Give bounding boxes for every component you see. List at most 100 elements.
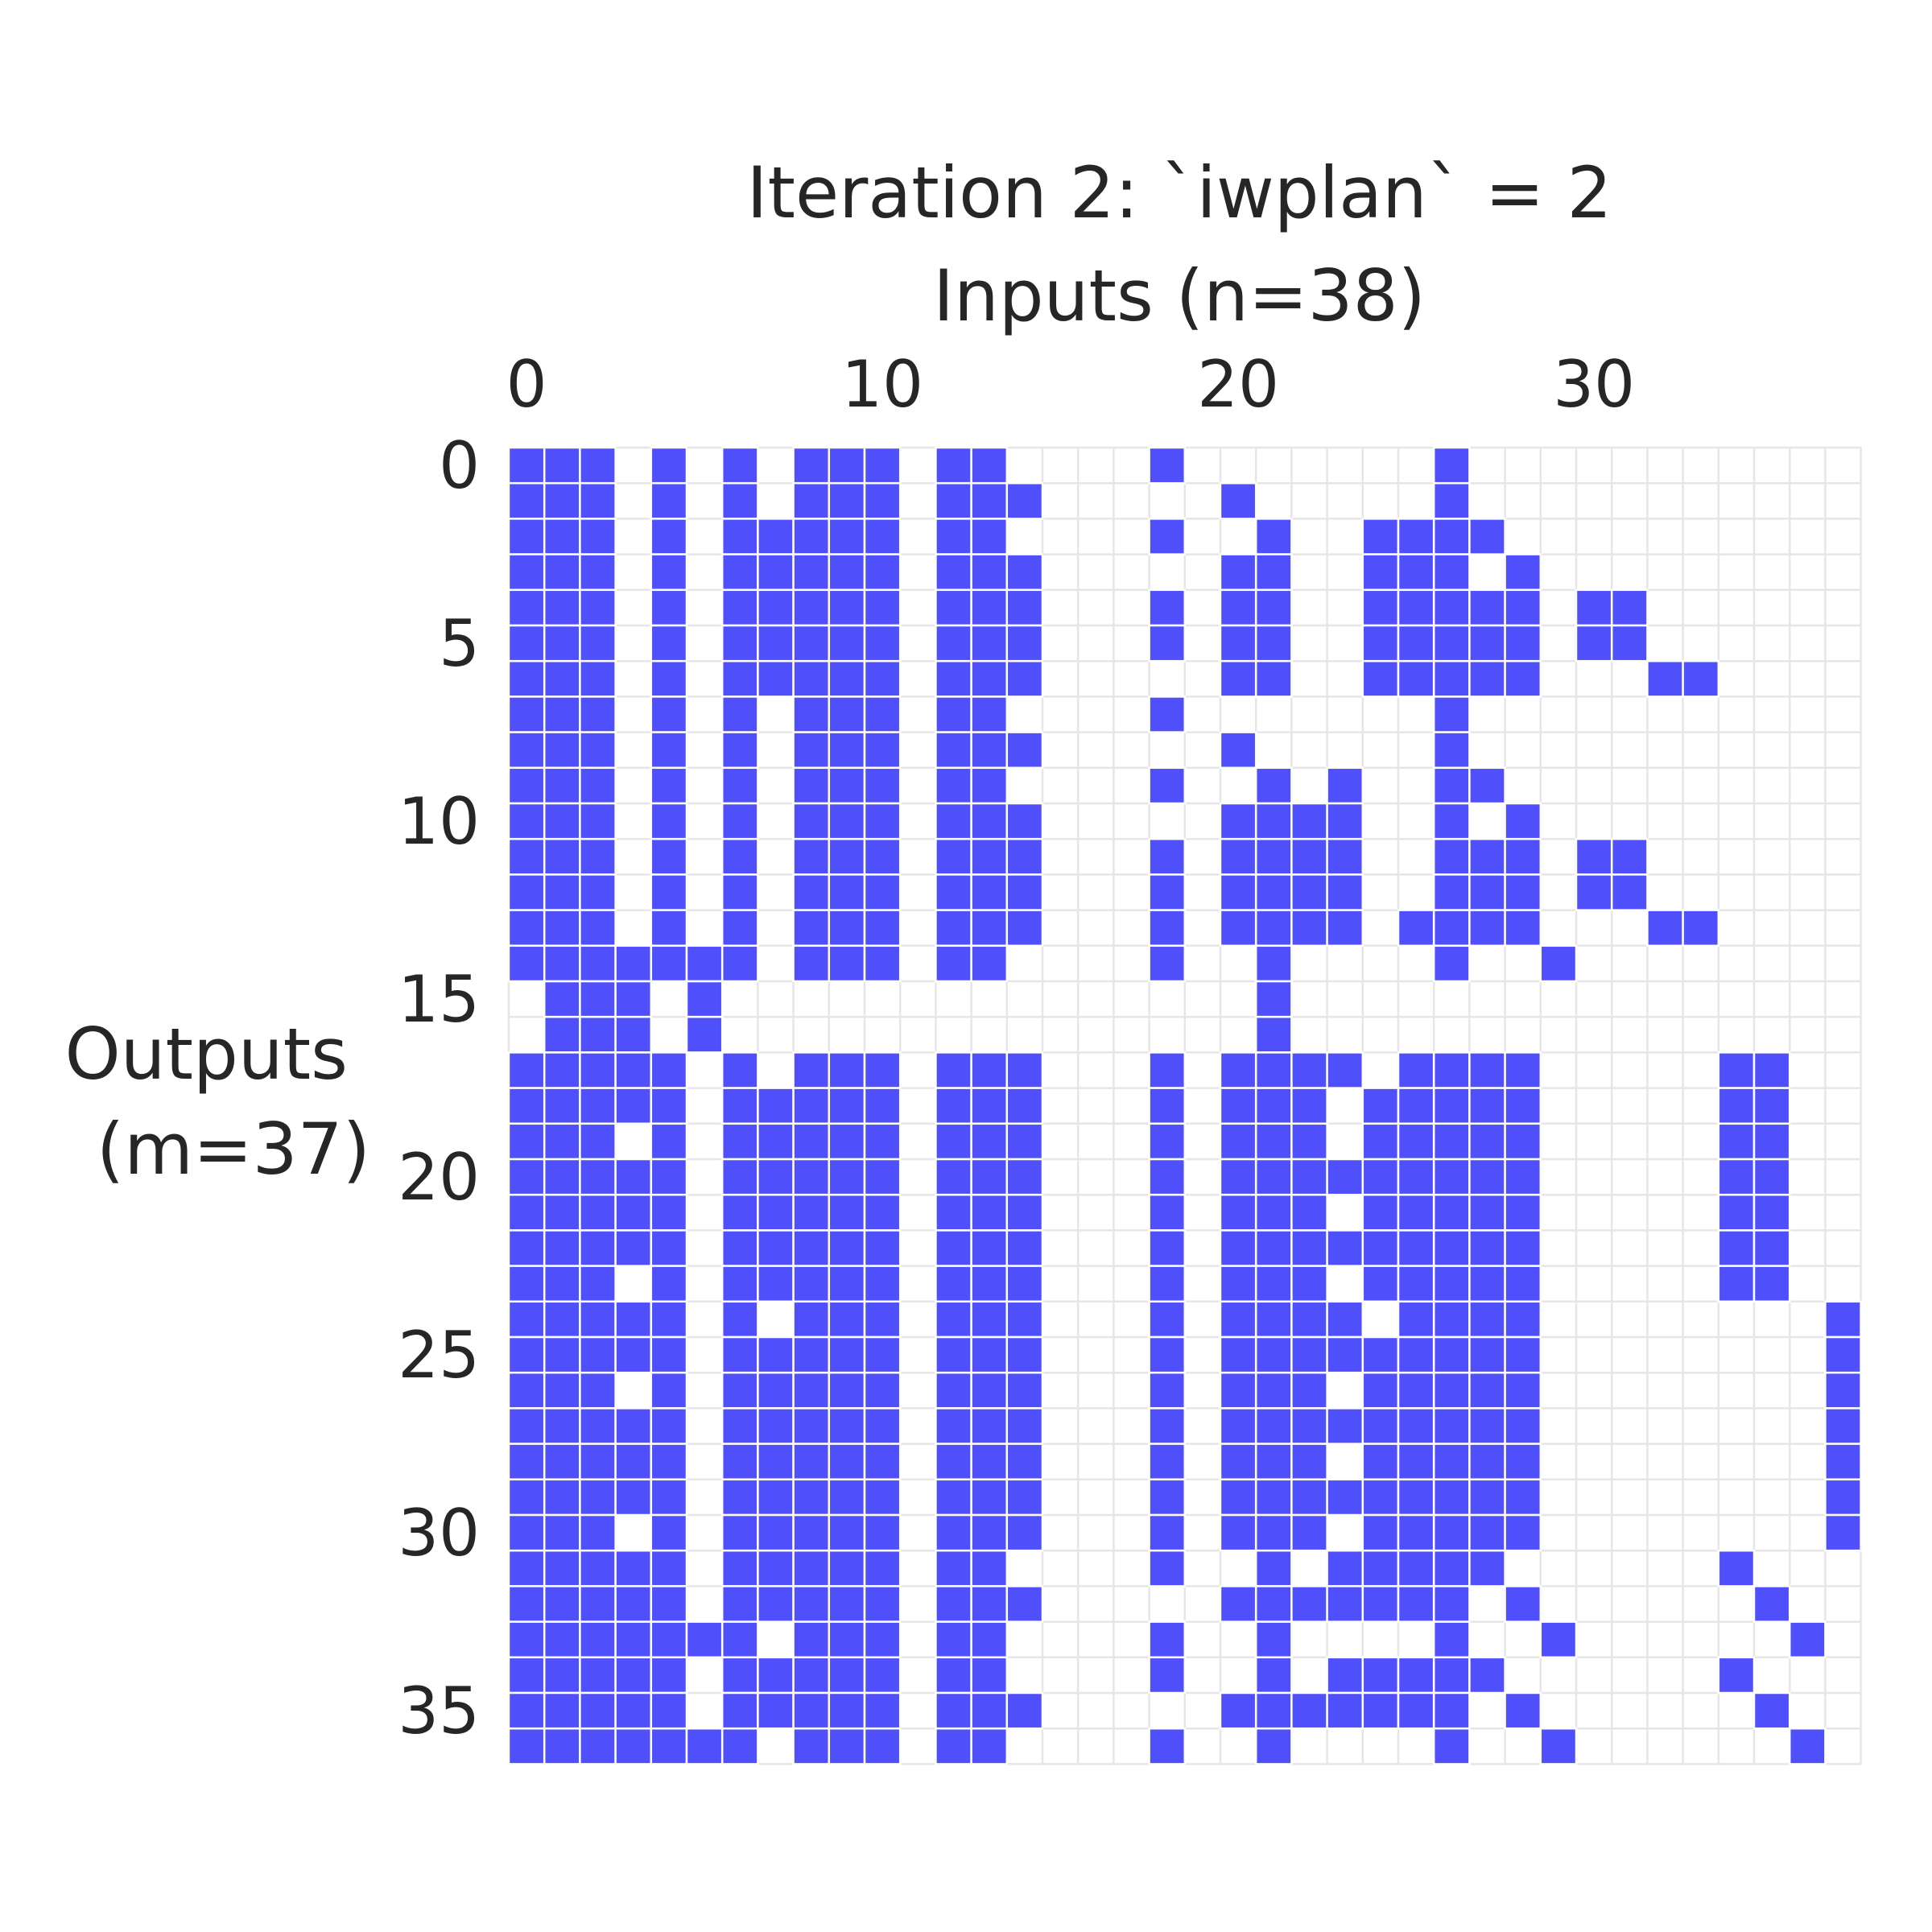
nonzero-cell-r13-c2: [579, 909, 617, 947]
nonzero-cell-r17-c6: [720, 1051, 759, 1089]
nonzero-cell-r23-c2: [579, 1265, 617, 1303]
nonzero-cell-r15-c1: [543, 980, 581, 1018]
nonzero-cell-r8-c1: [543, 731, 581, 770]
nonzero-cell-r20-c21: [1254, 1158, 1293, 1196]
nonzero-cell-r30-c24: [1361, 1513, 1400, 1552]
nonzero-cell-r13-c4: [650, 909, 688, 947]
nonzero-cell-r22-c3: [614, 1229, 653, 1267]
nonzero-cell-r11-c18: [1148, 837, 1187, 876]
nonzero-cell-r2-c12: [935, 518, 972, 555]
nonzero-cell-r11-c31: [1610, 837, 1649, 876]
nonzero-cell-r2-c21: [1254, 518, 1293, 555]
nonzero-cell-r19-c26: [1432, 1122, 1471, 1161]
nonzero-cell-r10-c13: [970, 802, 1009, 840]
nonzero-cell-r9-c2: [579, 766, 617, 805]
nonzero-cell-r18-c6: [720, 1087, 759, 1125]
nonzero-cell-r35-c2: [579, 1691, 617, 1730]
nonzero-cell-r34-c26: [1432, 1656, 1471, 1695]
nonzero-cell-r22-c4: [650, 1229, 688, 1267]
nonzero-cell-r12-c0: [507, 873, 546, 911]
nonzero-cell-r15-c2: [579, 980, 617, 1018]
nonzero-cell-r23-c0: [507, 1265, 546, 1303]
nonzero-cell-r4-c0: [507, 588, 546, 627]
nonzero-cell-r22-c35: [1752, 1229, 1791, 1267]
nonzero-cell-r31-c1: [543, 1549, 581, 1587]
nonzero-cell-r16-c5: [685, 1015, 724, 1054]
nonzero-cell-r31-c21: [1254, 1549, 1293, 1587]
nonzero-cell-r5-c27: [1468, 624, 1506, 663]
nonzero-cell-r35-c20: [1219, 1691, 1257, 1730]
nonzero-cell-r24-c37: [1824, 1300, 1862, 1339]
nonzero-cell-r4-c20: [1219, 588, 1257, 627]
nonzero-cell-r4-c27: [1468, 588, 1506, 627]
nonzero-cell-r32-c21: [1254, 1585, 1293, 1623]
nonzero-cell-r7-c2: [579, 696, 617, 733]
nonzero-cell-r0-c8: [792, 446, 831, 485]
nonzero-cell-r7-c9: [828, 696, 866, 733]
nonzero-cell-r7-c13: [970, 696, 1009, 733]
nonzero-cell-r12-c31: [1610, 873, 1649, 911]
nonzero-cell-r33-c3: [614, 1620, 653, 1659]
nonzero-cell-r25-c8: [792, 1335, 831, 1374]
nonzero-cell-r6-c1: [543, 659, 581, 698]
nonzero-cell-r11-c21: [1254, 837, 1293, 876]
nonzero-cell-r19-c9: [828, 1122, 866, 1161]
nonzero-cell-r12-c13: [970, 873, 1009, 911]
nonzero-cell-r34-c18: [1148, 1656, 1187, 1695]
nonzero-cell-r12-c14: [1005, 873, 1044, 911]
nonzero-cell-r25-c0: [507, 1335, 546, 1374]
nonzero-cell-r9-c8: [792, 766, 831, 805]
nonzero-cell-r35-c26: [1432, 1691, 1471, 1730]
nonzero-cell-r12-c28: [1504, 873, 1542, 911]
nonzero-cell-r5-c25: [1397, 624, 1435, 663]
nonzero-cell-r21-c2: [579, 1193, 617, 1232]
nonzero-cell-r25-c22: [1290, 1335, 1328, 1374]
nonzero-cell-r4-c25: [1397, 588, 1435, 627]
nonzero-cell-r27-c14: [1005, 1407, 1044, 1445]
nonzero-cell-r14-c9: [828, 944, 866, 983]
nonzero-cell-r25-c2: [579, 1335, 617, 1374]
nonzero-cell-r5-c12: [935, 624, 972, 663]
nonzero-cell-r35-c23: [1326, 1691, 1364, 1730]
nonzero-cell-r9-c23: [1326, 766, 1364, 805]
nonzero-cell-r32-c25: [1397, 1585, 1435, 1623]
nonzero-cell-r5-c14: [1005, 624, 1044, 663]
nonzero-cell-r17-c35: [1752, 1051, 1791, 1089]
nonzero-cell-r30-c26: [1432, 1513, 1471, 1552]
nonzero-cell-r26-c20: [1219, 1371, 1257, 1410]
nonzero-cell-r26-c37: [1824, 1371, 1862, 1410]
nonzero-cell-r20-c34: [1717, 1158, 1756, 1196]
nonzero-cell-r27-c10: [863, 1407, 902, 1445]
nonzero-cell-r17-c26: [1432, 1051, 1471, 1089]
nonzero-cell-r11-c14: [1005, 837, 1044, 876]
nonzero-cell-r22-c1: [543, 1229, 581, 1267]
nonzero-cell-r5-c8: [792, 624, 831, 663]
nonzero-cell-r17-c28: [1504, 1051, 1542, 1089]
nonzero-cell-r22-c20: [1219, 1229, 1257, 1267]
nonzero-cell-r6-c26: [1432, 659, 1471, 698]
nonzero-cell-r25-c13: [970, 1335, 1009, 1374]
nonzero-cell-r6-c21: [1254, 659, 1293, 698]
nonzero-cell-r18-c28: [1504, 1087, 1542, 1125]
nonzero-cell-r9-c26: [1432, 766, 1471, 805]
nonzero-cell-r16-c21: [1254, 1015, 1293, 1054]
nonzero-cell-r0-c10: [863, 446, 902, 485]
nonzero-cell-r34-c8: [792, 1656, 831, 1695]
nonzero-cell-r17-c22: [1290, 1051, 1328, 1089]
nonzero-cell-r23-c18: [1148, 1265, 1187, 1303]
nonzero-cell-r11-c4: [650, 837, 688, 876]
nonzero-cell-r27-c0: [507, 1407, 546, 1445]
y-tick-label: 20: [398, 1140, 480, 1215]
nonzero-cell-r6-c8: [792, 659, 831, 698]
nonzero-cell-r18-c4: [650, 1087, 688, 1125]
nonzero-cell-r9-c0: [507, 766, 546, 805]
nonzero-cell-r26-c8: [792, 1371, 831, 1410]
nonzero-cell-r28-c1: [543, 1443, 581, 1481]
nonzero-cell-r10-c23: [1326, 802, 1364, 840]
nonzero-cell-r11-c28: [1504, 837, 1542, 876]
nonzero-cell-r6-c7: [757, 659, 795, 698]
nonzero-cell-r20-c22: [1290, 1158, 1328, 1196]
nonzero-cell-r22-c10: [863, 1229, 902, 1267]
nonzero-cell-r27-c4: [650, 1407, 688, 1445]
nonzero-cell-r28-c8: [792, 1443, 831, 1481]
